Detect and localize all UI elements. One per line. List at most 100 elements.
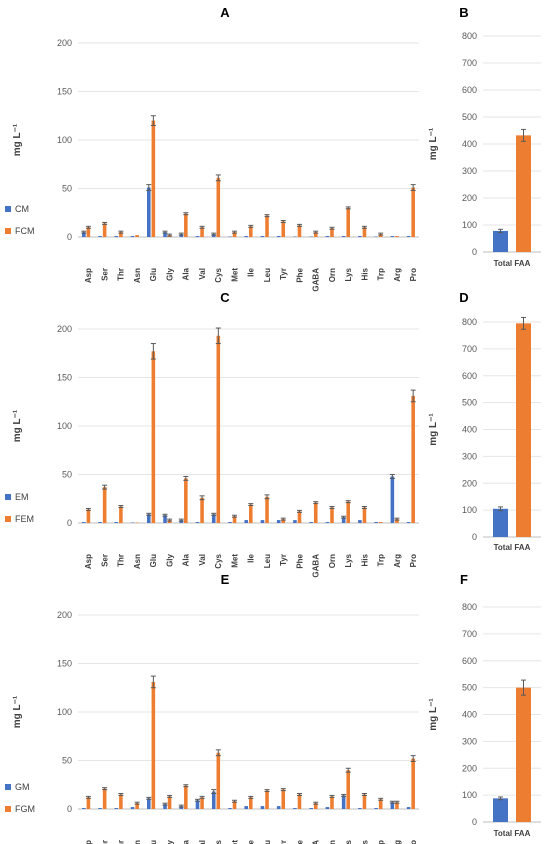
panel-c-bar-em-pro — [406, 522, 411, 523]
panel-e-y-tick-label: 50 — [62, 756, 72, 766]
panel-e-bar-gm-thr — [114, 808, 119, 809]
panel-a-x-tick-label: Arg — [393, 268, 402, 282]
panel-c-y-tick-label: 150 — [57, 373, 72, 383]
panel-e-x-tick-label: Ile — [247, 839, 256, 844]
panel-b-y-tick-label: 100 — [462, 220, 477, 230]
panel-a-x-tick-label: Lys — [344, 267, 353, 281]
panel-b-bar-cm-total-faa — [493, 230, 508, 252]
panel-a-bar-fcm-ile — [249, 226, 253, 237]
panel-c-bar-fem-ser — [102, 487, 107, 523]
panel-e-bar-gm-lys — [341, 795, 346, 809]
panel-c-x-tick-label: Val — [198, 554, 207, 566]
panel-c-legend-swatch-em — [5, 494, 11, 500]
panel-c-x-tick-label: Trp — [377, 554, 386, 567]
panel-f-y-tick-label: 700 — [462, 629, 477, 639]
panel-e-title: E — [221, 572, 230, 587]
panel-e-legend-swatch-fgm — [5, 806, 11, 812]
panel-c-bar-em-val — [195, 522, 200, 523]
panel-a-legend-swatch-fcm — [5, 228, 11, 234]
panel-e-x-tick-label: Cys — [214, 839, 223, 844]
panel-e-bar-gm-orn — [325, 807, 330, 809]
panel-e-bar-fgm-ile — [249, 797, 253, 809]
panel-f-y-tick-label: 800 — [462, 602, 477, 612]
panel-c-bar-fem-met — [232, 516, 237, 523]
panel-c-bar-fem-orn — [330, 507, 334, 523]
panel-e-y-tick-label: 150 — [57, 659, 72, 669]
panel-d-y-tick-label: 500 — [462, 398, 477, 408]
panel-c-x-tick-label: Arg — [393, 554, 402, 568]
panel-f-title: F — [460, 572, 468, 587]
panel-a-y-tick-label: 200 — [57, 38, 72, 48]
panel-c-x-tick-label: Phe — [295, 553, 304, 568]
panel-c-y-tick-label: 100 — [57, 421, 72, 431]
panel-c-bar-fem-trp — [378, 522, 383, 523]
panel-a-bar-fcm-tyr — [281, 221, 286, 237]
panel-a-bar-fcm-phe — [297, 225, 302, 237]
panel-d-y-tick-label: 300 — [462, 451, 477, 461]
panel-c-bar-em-ser — [98, 522, 102, 523]
panel-b-y-tick-label: 0 — [472, 247, 477, 257]
panel-b-x-tick-label: Total FAA — [494, 259, 531, 268]
panel-c-bar-fem-thr — [119, 506, 123, 523]
panel-c-bar-fem-val — [200, 497, 204, 523]
panel-a-legend-label-fcm: FCM — [15, 226, 35, 236]
panel-a-bar-cm-arg — [390, 236, 395, 237]
panel-c-x-tick-label: Orn — [328, 554, 337, 568]
panel-a-x-tick-label: Ser — [100, 268, 109, 281]
panel-e-bar-gm-gly — [163, 804, 167, 809]
panel-c-bar-em-glu — [146, 514, 151, 523]
panel-b-y-tick-label: 400 — [462, 139, 477, 149]
panel-e-y-tick-label: 100 — [57, 707, 72, 717]
panel-e-bar-gm-cys — [211, 791, 216, 809]
panel-c-bar-fem-leu — [265, 496, 269, 523]
panel-e-bar-fgm-tyr — [281, 789, 286, 809]
panel-e-bar-gm-gaba — [309, 808, 313, 809]
panel-c-x-tick-label: Asp — [84, 554, 93, 569]
panel-c-x-tick-label: Gly — [165, 553, 174, 566]
panel-c-bar-em-trp — [374, 522, 378, 523]
panel-e-bar-fgm-gaba — [313, 803, 318, 809]
panel-a-x-tick-label: Leu — [263, 268, 272, 282]
panel-b-y-tick-label: 800 — [462, 31, 477, 41]
panel-a-bar-fcm-cys — [216, 177, 221, 237]
panel-a-x-tick-label: Asn — [133, 268, 142, 283]
panel-a-bar-fcm-met — [232, 232, 237, 237]
panel-e-x-tick-label: His — [360, 839, 369, 844]
panel-b-y-tick-label: 700 — [462, 58, 477, 68]
panel-e-x-tick-label: Glu — [149, 840, 158, 844]
panel-c-bar-fem-tyr — [281, 519, 286, 523]
panel-a-bar-fcm-orn — [330, 228, 334, 237]
panel-b-y-tick-label: 600 — [462, 85, 477, 95]
panel-d-y-tick-label: 800 — [462, 317, 477, 327]
panel-c-x-tick-label: Leu — [263, 554, 272, 568]
panel-a-y-tick-label: 0 — [67, 232, 72, 242]
panel-c-x-tick-label: Ser — [100, 554, 109, 567]
panel-a-bar-cm-his — [358, 236, 362, 237]
panel-c-bar-fem-phe — [297, 511, 302, 523]
panel-a-x-tick-label: Tyr — [279, 268, 288, 280]
panel-c-bar-em-gaba — [309, 522, 313, 523]
panel-c-legend-label-em: EM — [15, 492, 29, 502]
panel-a-bar-cm-lys — [341, 236, 346, 237]
panel-e-y-axis-label: mg L⁻¹ — [12, 695, 23, 728]
panel-a-bar-fcm-arg — [395, 236, 399, 237]
panel-e-bar-gm-val — [195, 800, 200, 809]
panel-a-x-tick-label: Glu — [149, 268, 158, 281]
panel-c-bar-fem-ile — [249, 504, 253, 523]
panel-e-bar-fgm-lys — [346, 770, 351, 809]
panel-d-title: D — [459, 290, 468, 305]
panel-a-bar-cm-tyr — [276, 236, 281, 237]
panel-e-x-tick-label: Thr — [117, 840, 126, 844]
panel-a-bar-cm-orn — [325, 236, 330, 237]
panel-a-bar-fcm-asp — [86, 227, 91, 237]
panel-e-bar-gm-tyr — [276, 806, 281, 809]
panel-c-bar-em-thr — [114, 522, 119, 523]
panel-e-bar-fgm-ala — [184, 785, 188, 809]
panel-a-x-tick-label: Ile — [247, 267, 256, 276]
panel-c-x-tick-label: Met — [230, 554, 239, 568]
panel-e-bar-gm-asp — [82, 808, 86, 809]
panel-e-legend-label-fgm: FGM — [15, 804, 35, 814]
panel-e-bar-gm-trp — [374, 808, 378, 809]
panel-f-bar-fgm-total-faa — [516, 687, 531, 822]
panel-c-y-tick-label: 200 — [57, 324, 72, 334]
